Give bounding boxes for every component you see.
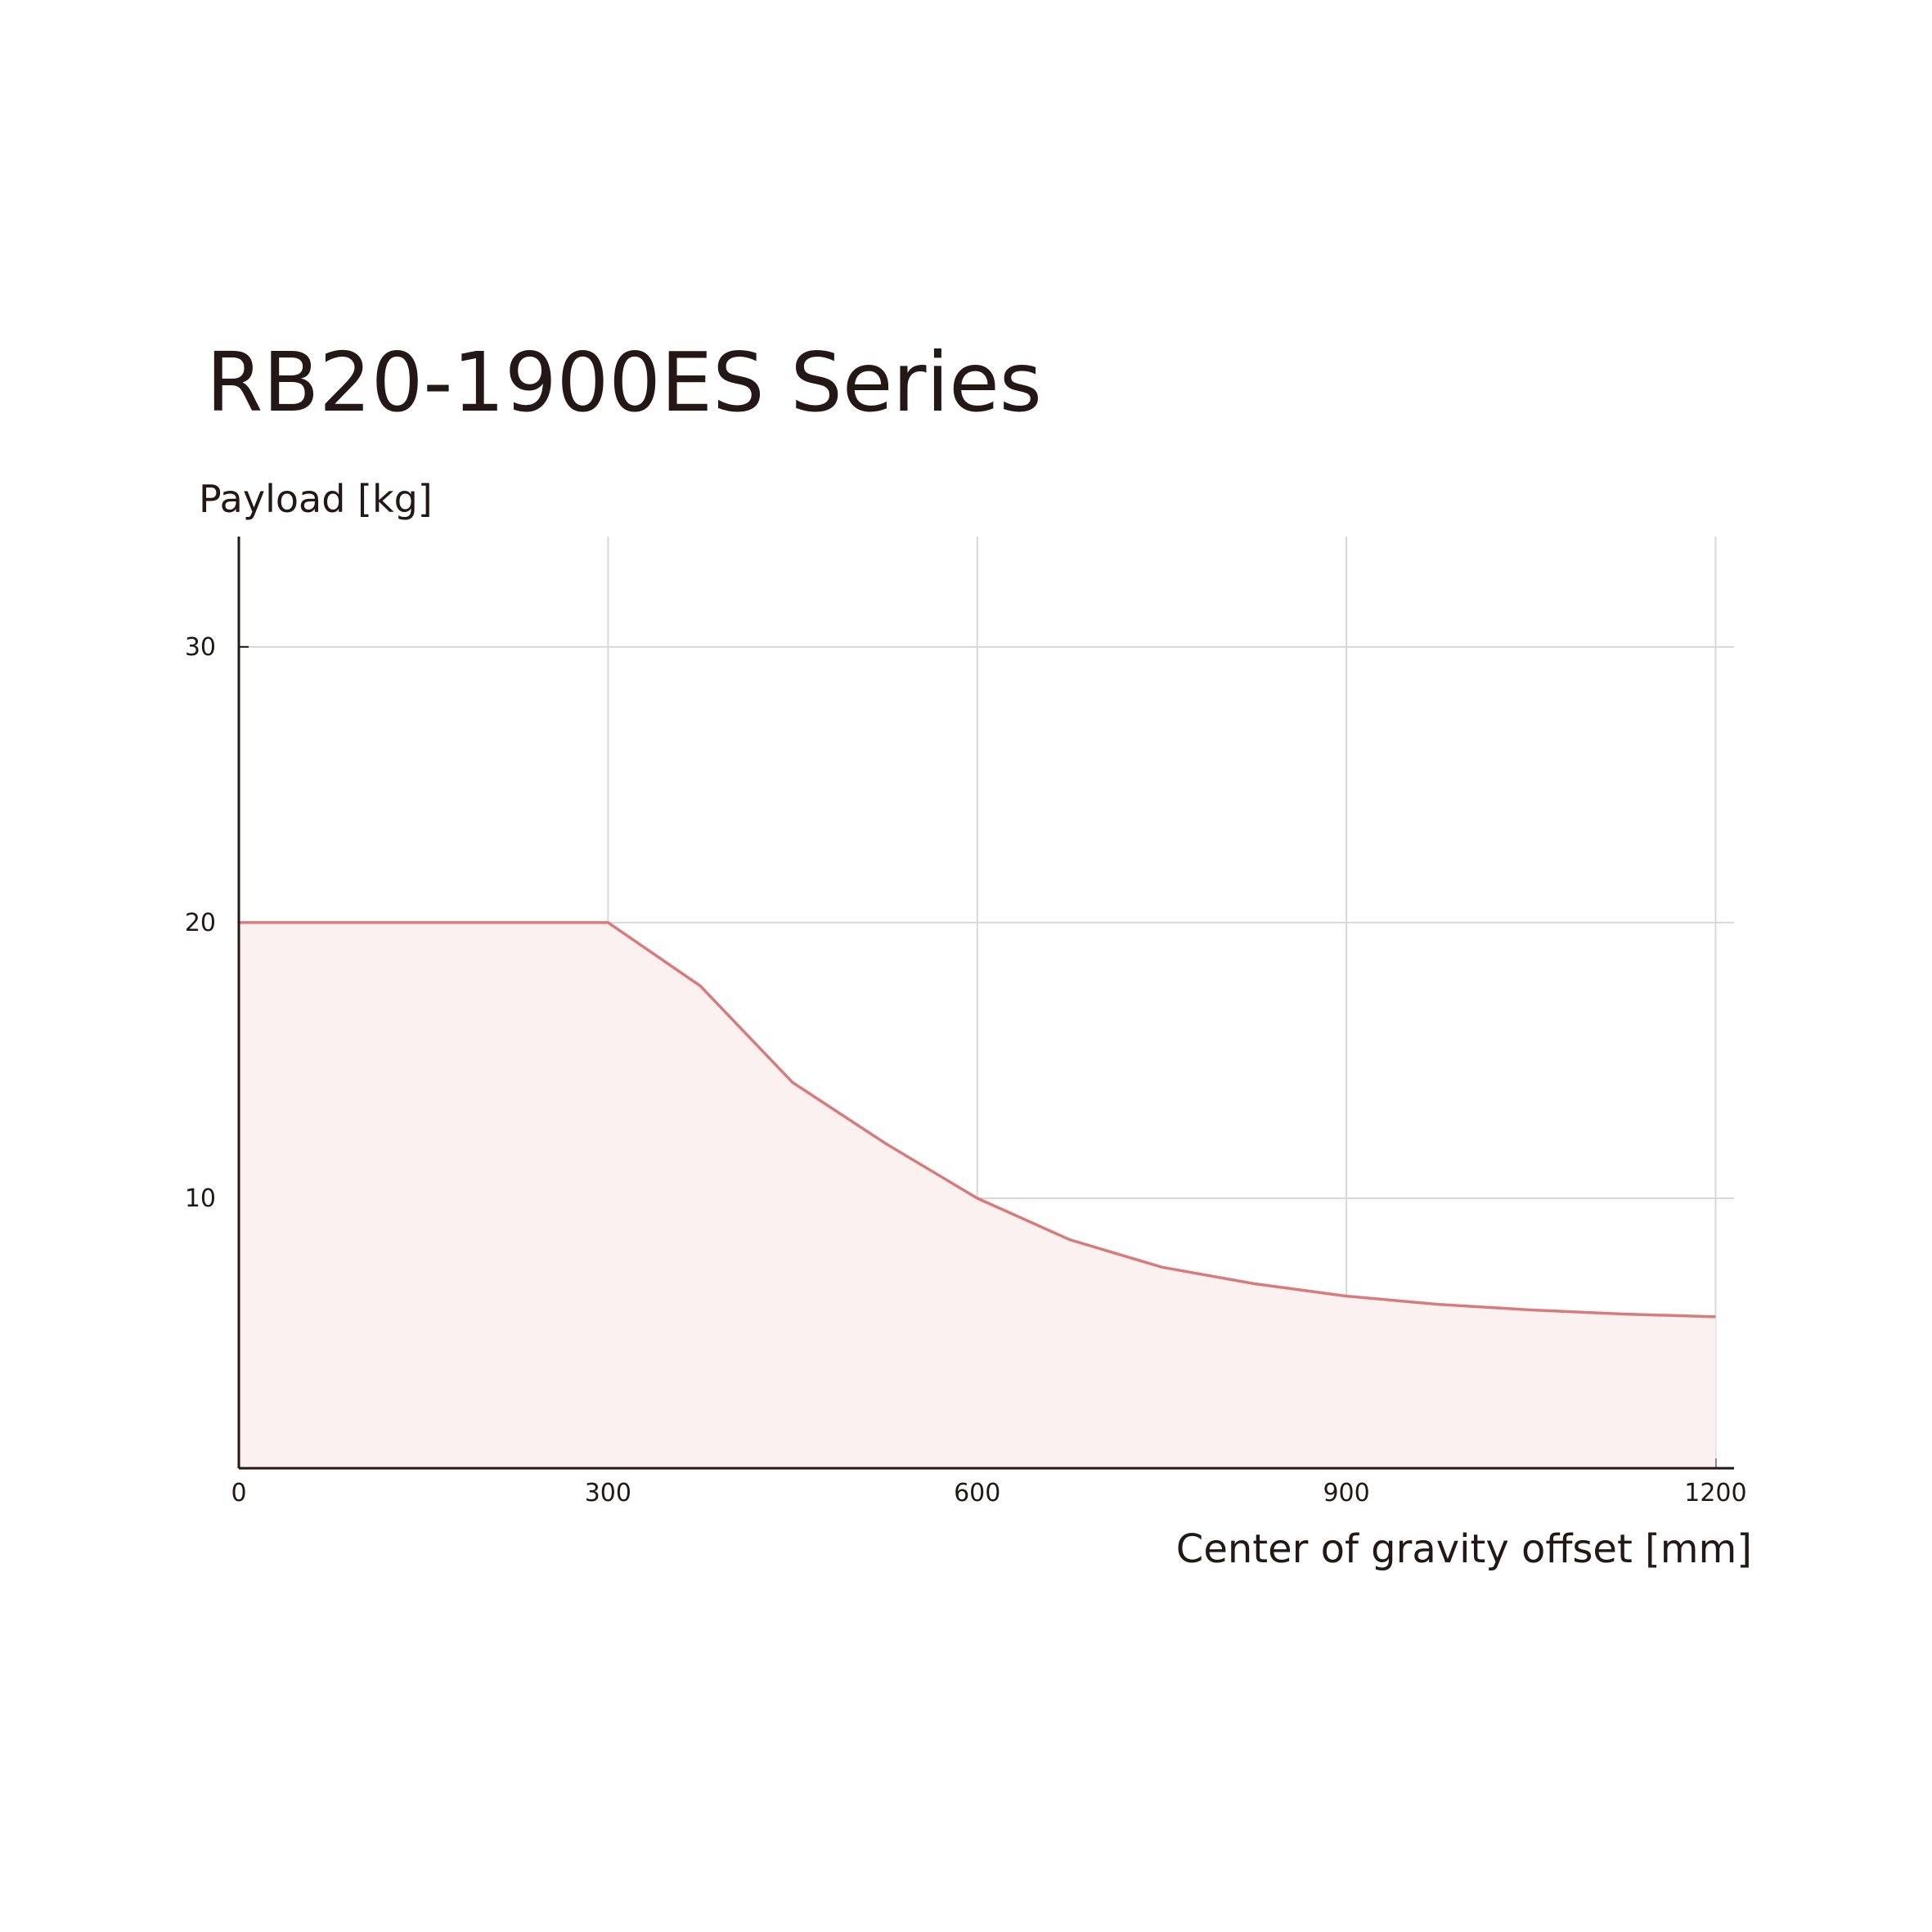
x-tick-label: 300 [585, 1479, 631, 1507]
x-tick-label: 1200 [1684, 1479, 1746, 1507]
area [239, 922, 1716, 1468]
y-tick-label: 20 [185, 909, 216, 937]
x-tick-label: 0 [231, 1479, 246, 1507]
x-axis-label: Center of gravity offset [mm] [1176, 1526, 1752, 1572]
line [239, 921, 1716, 1319]
x-tick-label: 600 [954, 1479, 1000, 1507]
chart-title: RB20-1900ES Series [206, 335, 1042, 430]
y-axis-label: Payload [kg] [199, 477, 433, 521]
x-tick-label: 900 [1323, 1479, 1369, 1507]
y-tick-label: 30 [185, 633, 216, 662]
y-tick-label: 10 [185, 1184, 216, 1213]
